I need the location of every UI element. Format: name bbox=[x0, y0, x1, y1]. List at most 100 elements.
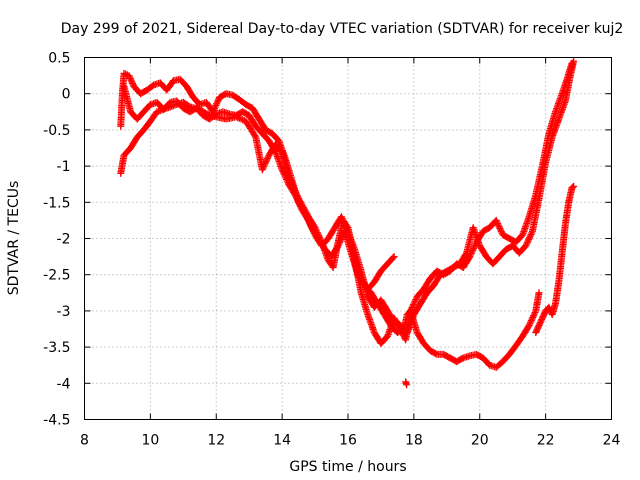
y-tick-label: -4.5 bbox=[43, 413, 70, 429]
data-point bbox=[524, 237, 532, 245]
data-point bbox=[307, 223, 315, 231]
data-point bbox=[296, 202, 304, 210]
data-point bbox=[337, 213, 345, 221]
data-point bbox=[530, 312, 538, 320]
x-tick-label: 12 bbox=[207, 433, 225, 449]
y-axis-label: SDTVAR / TECUs bbox=[6, 181, 22, 296]
data-point bbox=[280, 171, 288, 179]
data-point bbox=[296, 201, 304, 209]
data-point bbox=[291, 191, 299, 199]
data-point bbox=[260, 163, 268, 171]
data-point bbox=[306, 220, 314, 228]
x-tick-label: 20 bbox=[471, 433, 489, 449]
y-tick-label: -3 bbox=[57, 304, 71, 320]
y-axis: 0.5 0 -0.5 -1 -1.5 -2 -2.5 -3 -3.5 -4 -4.5 bbox=[43, 51, 612, 429]
series-track-a bbox=[117, 59, 576, 347]
data-point bbox=[527, 318, 535, 326]
x-tick-label: 18 bbox=[405, 433, 423, 449]
data-point bbox=[213, 100, 221, 108]
x-axis: 8 10 12 14 16 18 20 22 24 bbox=[80, 57, 621, 449]
data-point bbox=[310, 228, 318, 236]
data-point bbox=[337, 235, 345, 243]
data-point bbox=[339, 216, 347, 224]
data-point bbox=[336, 237, 344, 245]
data-point bbox=[412, 296, 420, 304]
data-point bbox=[497, 226, 505, 234]
data-point bbox=[462, 250, 470, 258]
data-point bbox=[335, 240, 343, 248]
series-track-e bbox=[357, 253, 398, 293]
data-point bbox=[495, 223, 503, 231]
data-point bbox=[570, 57, 578, 65]
data-point bbox=[494, 221, 502, 229]
data-point bbox=[343, 224, 351, 232]
data-point bbox=[493, 218, 501, 226]
y-tick-label: -2 bbox=[57, 232, 71, 248]
data-point bbox=[251, 132, 259, 140]
data-point bbox=[279, 167, 287, 175]
data-point bbox=[293, 194, 301, 202]
series-track-c bbox=[120, 57, 578, 337]
data-point bbox=[390, 253, 398, 261]
data-point bbox=[535, 289, 543, 297]
x-tick-label: 24 bbox=[603, 433, 621, 449]
y-tick-label: -1.5 bbox=[43, 195, 70, 211]
data-point bbox=[403, 381, 411, 389]
data-point bbox=[492, 216, 500, 224]
data-point bbox=[278, 166, 286, 174]
data-point bbox=[411, 297, 419, 305]
data-point bbox=[237, 115, 245, 123]
data-point bbox=[293, 196, 301, 204]
data-point bbox=[128, 79, 136, 87]
data-point bbox=[496, 224, 504, 232]
x-tick-label: 22 bbox=[537, 433, 555, 449]
data-point bbox=[122, 70, 130, 78]
data-point bbox=[409, 302, 417, 310]
data-point bbox=[120, 69, 128, 77]
data-point bbox=[261, 161, 269, 169]
data-point bbox=[308, 224, 316, 232]
data-point bbox=[497, 228, 505, 236]
data-point bbox=[526, 234, 534, 242]
data-point bbox=[126, 73, 134, 81]
data-point bbox=[307, 221, 315, 229]
data-point bbox=[523, 240, 531, 248]
data-point bbox=[304, 216, 312, 224]
data-point bbox=[214, 97, 222, 105]
data-point bbox=[467, 251, 475, 259]
data-point bbox=[213, 98, 221, 106]
series-track-d bbox=[532, 182, 578, 337]
data-point bbox=[262, 158, 270, 166]
data-point bbox=[525, 235, 533, 243]
data-point bbox=[280, 169, 288, 177]
data-point bbox=[334, 242, 342, 250]
data-point bbox=[126, 75, 134, 83]
data-point bbox=[128, 78, 136, 86]
chart-title: Day 299 of 2021, Sidereal Day-to-day VTE… bbox=[61, 21, 624, 37]
data-point bbox=[525, 321, 533, 329]
data-point bbox=[494, 220, 502, 228]
data-point bbox=[408, 304, 416, 312]
y-tick-label: -4 bbox=[57, 376, 71, 392]
x-tick-label: 14 bbox=[273, 433, 291, 449]
data-point bbox=[338, 214, 346, 222]
data-point bbox=[522, 242, 530, 250]
data-point bbox=[341, 221, 349, 229]
series-marks bbox=[117, 57, 578, 389]
data-point bbox=[210, 105, 218, 113]
y-tick-label: 0 bbox=[62, 87, 71, 103]
data-point bbox=[211, 103, 219, 111]
data-point bbox=[309, 226, 317, 234]
series-outlier bbox=[402, 378, 411, 389]
data-point bbox=[389, 254, 397, 262]
data-point bbox=[263, 156, 271, 164]
data-point bbox=[259, 164, 267, 172]
data-point bbox=[340, 218, 348, 226]
data-point bbox=[531, 309, 539, 317]
data-point bbox=[295, 199, 303, 207]
data-point bbox=[523, 239, 531, 247]
data-point bbox=[281, 172, 289, 180]
data-point bbox=[526, 232, 534, 240]
data-point bbox=[305, 218, 313, 226]
